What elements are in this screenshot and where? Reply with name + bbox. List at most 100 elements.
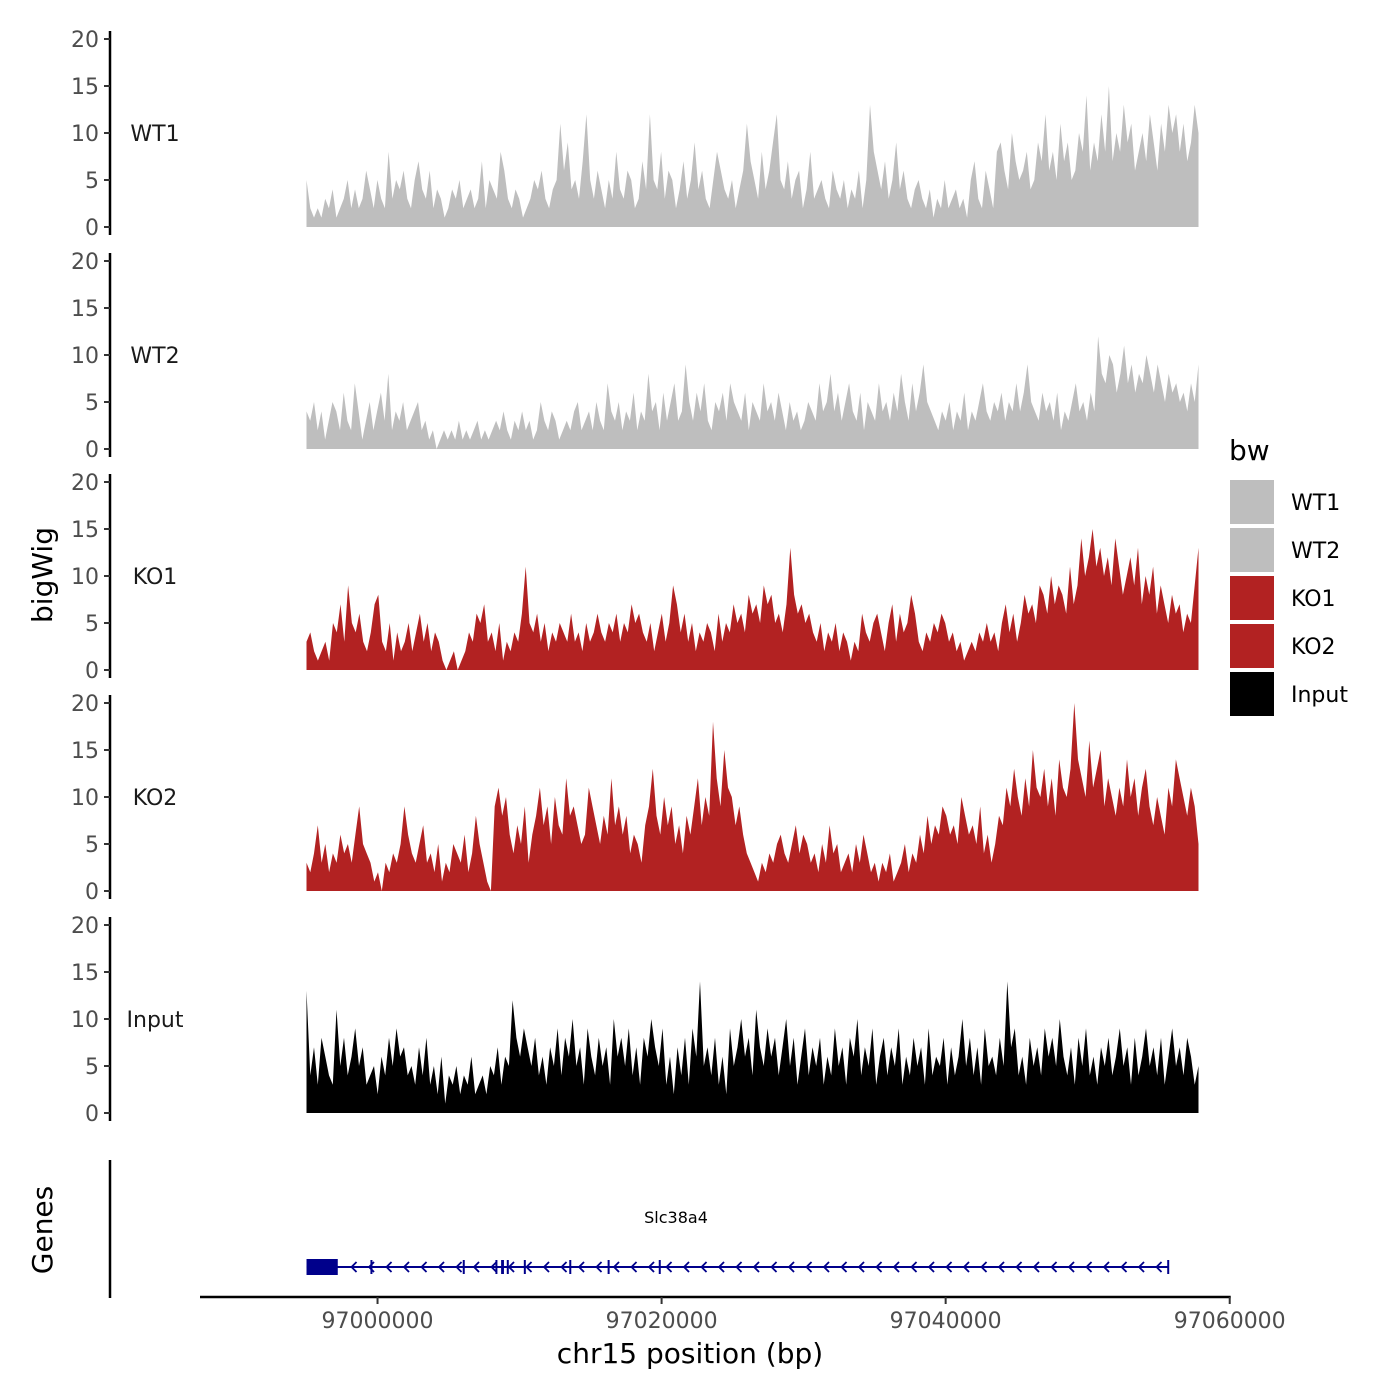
- y-tick-label: 0: [85, 880, 99, 905]
- legend-key-ko1: [1230, 576, 1274, 620]
- track-wt1: 0 5 10 15 20 WT1: [71, 28, 1199, 241]
- strand-chevron: [560, 1261, 568, 1273]
- strand-chevron: [490, 1261, 498, 1273]
- legend-title: bw: [1229, 434, 1270, 467]
- gene-track: Slc38a4: [108, 1160, 1170, 1298]
- track-label-wt1: WT1: [130, 122, 179, 147]
- strand-chevron: [770, 1261, 778, 1273]
- track-label-wt2: WT2: [130, 344, 179, 369]
- strand-chevron: [1050, 1261, 1058, 1273]
- y-tick-label: 15: [71, 297, 99, 322]
- legend-label-wt2: WT2: [1291, 539, 1340, 564]
- gene-name-label: Slc38a4: [644, 1208, 708, 1227]
- strand-chevron: [402, 1261, 410, 1273]
- strand-chevron: [892, 1261, 900, 1273]
- strand-chevron: [437, 1261, 445, 1273]
- strand-chevron: [945, 1261, 953, 1273]
- y-tick-label: 5: [85, 612, 99, 637]
- genes-axis-title: Genes: [26, 1186, 59, 1274]
- gene-exon: [462, 1260, 465, 1274]
- y-tick-label: 0: [85, 216, 99, 241]
- strand-chevron: [647, 1261, 655, 1273]
- legend-label-input: Input: [1291, 683, 1348, 708]
- strand-chevron: [385, 1261, 393, 1273]
- strand-chevron: [752, 1261, 760, 1273]
- y-tick-label: 5: [85, 833, 99, 858]
- strand-chevron: [682, 1261, 690, 1273]
- track-label-ko2: KO2: [133, 786, 178, 811]
- gene-exon: [370, 1260, 373, 1274]
- signal-area-ko1: [306, 529, 1199, 670]
- y-tick-label: 5: [85, 391, 99, 416]
- y-tick-label: 5: [85, 1055, 99, 1080]
- strand-chevron: [455, 1261, 463, 1273]
- y-tick-label: 10: [71, 344, 99, 369]
- strand-chevron: [927, 1261, 935, 1273]
- track-label-input: Input: [127, 1008, 184, 1033]
- y-tick-label: 15: [71, 961, 99, 986]
- y-tick-label: 10: [71, 565, 99, 590]
- legend-label-wt1: WT1: [1291, 491, 1340, 516]
- y-tick-label: 15: [71, 75, 99, 100]
- strand-chevron: [840, 1261, 848, 1273]
- signal-area-wt2: [306, 336, 1199, 449]
- track-wt2: 0 5 10 15 20 WT2: [71, 250, 1199, 463]
- y-tick-label: 0: [85, 659, 99, 684]
- strand-chevron: [787, 1261, 795, 1273]
- gene-exon: [569, 1260, 572, 1274]
- strand-chevron: [857, 1261, 865, 1273]
- strand-chevron: [595, 1261, 603, 1273]
- y-tick-label: 20: [71, 28, 99, 53]
- strand-chevron: [1085, 1261, 1093, 1273]
- strand-chevron: [1120, 1261, 1128, 1273]
- y-tick-label: 15: [71, 739, 99, 764]
- strand-chevron: [577, 1261, 585, 1273]
- strand-chevron: [1067, 1261, 1075, 1273]
- strand-chevron: [525, 1261, 533, 1273]
- legend-label-ko1: KO1: [1291, 587, 1336, 612]
- strand-chevron: [822, 1261, 830, 1273]
- track-ko1: 0 5 10 15 20 KO1: [71, 471, 1199, 684]
- x-axis: 97000000 97020000 97040000 97060000: [200, 1295, 1286, 1334]
- x-tick-label: 97060000: [1174, 1309, 1286, 1334]
- strand-chevron: [630, 1261, 638, 1273]
- y-tick-label: 0: [85, 1102, 99, 1127]
- signal-tracks: 0 5 10 15 20 WT1 0 5 10 15 20 WT2 0 5 10 15 20 KO1 0 5 10 15 2…: [71, 28, 1199, 1127]
- signal-area-input: [306, 981, 1199, 1113]
- strand-chevron: [420, 1261, 428, 1273]
- strand-chevron: [665, 1261, 673, 1273]
- strand-chevron: [612, 1261, 620, 1273]
- y-tick-label: 15: [71, 518, 99, 543]
- gene-exon: [1167, 1260, 1170, 1274]
- track-ko2: 0 5 10 15 20 KO2: [71, 692, 1199, 905]
- strand-chevron: [875, 1261, 883, 1273]
- y-tick-label: 10: [71, 786, 99, 811]
- strand-chevron: [350, 1261, 358, 1273]
- x-axis-title: chr15 position (bp): [557, 1337, 823, 1370]
- gene-exon: [495, 1260, 498, 1274]
- x-tick-label: 97000000: [322, 1309, 434, 1334]
- y-tick-label: 5: [85, 169, 99, 194]
- track-input: 0 5 10 15 20 Input: [71, 914, 1199, 1127]
- gene-exon: [506, 1260, 509, 1274]
- strand-chevron: [997, 1261, 1005, 1273]
- legend-key-wt2: [1230, 528, 1274, 572]
- y-tick-label: 10: [71, 122, 99, 147]
- strand-chevron: [507, 1261, 515, 1273]
- x-tick-label: 97020000: [606, 1309, 718, 1334]
- strand-chevron: [1015, 1261, 1023, 1273]
- x-tick-label: 97040000: [890, 1309, 1002, 1334]
- signal-area-ko2: [306, 703, 1199, 891]
- strand-chevron: [717, 1261, 725, 1273]
- strand-chevron: [1102, 1261, 1110, 1273]
- y-tick-label: 20: [71, 471, 99, 496]
- strand-chevron: [805, 1261, 813, 1273]
- strand-chevron: [542, 1261, 550, 1273]
- legend-key-ko2: [1230, 624, 1274, 668]
- legend: bw WT1 WT2 KO1 KO2 Input: [1229, 434, 1348, 716]
- strand-chevron: [910, 1261, 918, 1273]
- gene-exon: [607, 1260, 610, 1274]
- y-tick-label: 0: [85, 438, 99, 463]
- y-tick-label: 20: [71, 914, 99, 939]
